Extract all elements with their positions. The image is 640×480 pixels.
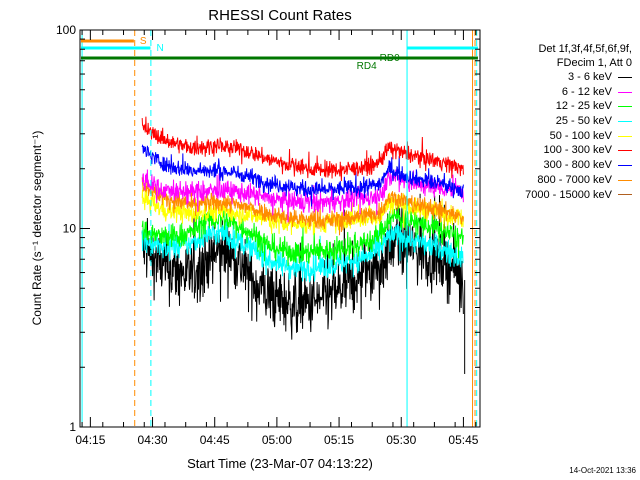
legend-swatch xyxy=(618,150,632,152)
x-tick-label: 04:15 xyxy=(75,433,105,447)
legend-entry: 50 - 100 keV xyxy=(470,129,632,144)
legend-label: 7000 - 15000 keV xyxy=(525,188,612,201)
legend-swatch xyxy=(618,194,632,196)
y-tick-label: 100 xyxy=(56,23,76,37)
footer-date: 14-Oct-2021 13:36 xyxy=(569,466,636,475)
x-tick-label: 04:30 xyxy=(138,433,168,447)
y-axis-label: Count Rate (s⁻¹ detector segment⁻¹) xyxy=(30,131,44,326)
legend-swatch xyxy=(618,76,632,78)
legend-label: 50 - 100 keV xyxy=(549,129,612,142)
state-bar-label-rd0: RD0 xyxy=(380,53,400,64)
y-tick-label: 1 xyxy=(69,420,76,434)
legend-entry: 300 - 800 keV xyxy=(470,158,632,173)
legend-swatch xyxy=(618,179,632,181)
legend-label: 800 - 7000 keV xyxy=(537,173,612,186)
legend-label: 25 - 50 keV xyxy=(555,115,612,128)
x-axis-label: Start Time (23-Mar-07 04:13:22) xyxy=(187,456,373,471)
legend-label: 300 - 800 keV xyxy=(543,159,613,172)
legend-swatch xyxy=(618,120,632,122)
legend-entry: 800 - 7000 keV xyxy=(470,173,632,188)
series-line-800-to-7000kev xyxy=(141,177,464,236)
axes: 1 10 100 04:15 04:30 04:45 05:00 05:15 05:30 05:4… xyxy=(56,23,481,447)
series-traces xyxy=(141,116,466,374)
series-line-100-to-300kev xyxy=(141,116,464,182)
legend-header: Det 1f,3f,4f,5f,6f,9f, FDecim 1, Att 0 xyxy=(486,42,632,70)
x-tick-label: 05:00 xyxy=(262,433,292,447)
legend-swatch xyxy=(618,106,632,108)
x-tick-label: 04:45 xyxy=(200,433,230,447)
legend-header-line-1: Det 1f,3f,4f,5f,6f,9f, xyxy=(538,43,632,55)
x-tick-label: 05:30 xyxy=(386,433,416,447)
series-line-300-to-800kev xyxy=(141,144,464,207)
legend-swatch xyxy=(618,135,632,137)
state-bar-label-s: S xyxy=(140,36,147,47)
legend-swatch xyxy=(618,91,632,93)
legend-swatch xyxy=(618,164,632,166)
legend-entry: 7000 - 15000 keV xyxy=(470,188,632,203)
legend-header-line-2: FDecim 1, Att 0 xyxy=(556,57,632,69)
x-tick-label: 05:45 xyxy=(448,433,478,447)
legend-label: 100 - 300 keV xyxy=(543,144,613,157)
legend-entry: 100 - 300 keV xyxy=(470,143,632,158)
x-tick-label: 05:15 xyxy=(324,433,354,447)
state-bar-label-rd4: RD4 xyxy=(357,61,377,72)
series-line-6-to-12kev xyxy=(141,169,464,223)
chart-title: RHESSI Count Rates xyxy=(208,7,351,24)
legend-label: 6 - 12 keV xyxy=(561,85,612,98)
series-line-25-to-50kev xyxy=(141,221,464,283)
legend-entry: 12 - 25 keV xyxy=(470,99,632,114)
y-tick-label: 10 xyxy=(63,222,77,236)
state-bar-label-n: N xyxy=(156,43,163,54)
legend-entry: 3 - 6 keV xyxy=(470,70,632,85)
legend-entry: 6 - 12 keV xyxy=(470,85,632,100)
legend-entry: 25 - 50 keV xyxy=(470,114,632,129)
legend-label: 3 - 6 keV xyxy=(567,71,612,83)
series-line-12-to-25kev xyxy=(141,204,464,267)
legend: 3 - 6 keV 6 - 12 keV 12 - 25 keV 25 - 50 ke… xyxy=(470,70,632,202)
legend-label: 12 - 25 keV xyxy=(555,100,612,113)
